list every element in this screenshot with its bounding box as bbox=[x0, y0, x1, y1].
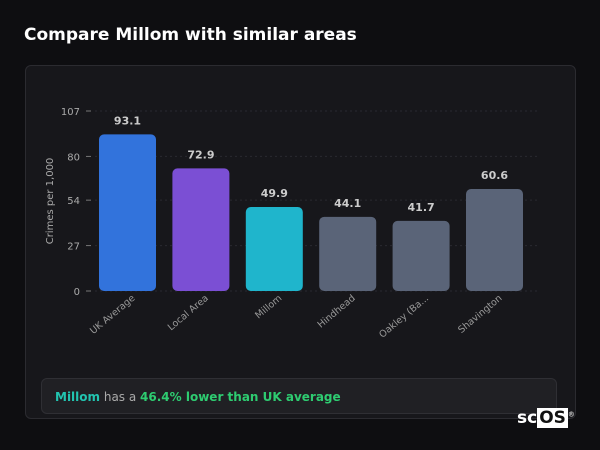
y-axis-label: Crimes per 1,000 bbox=[45, 158, 56, 245]
y-tick-label: 27 bbox=[67, 242, 80, 253]
bar-hindhead bbox=[319, 216, 377, 291]
summary-comparison: 46.4% lower than UK average bbox=[140, 390, 341, 404]
scos-logo: sc OS ® bbox=[517, 408, 575, 428]
summary-text: has a bbox=[100, 390, 141, 404]
data-label: 41.7 bbox=[408, 201, 435, 214]
page-title: Compare Millom with similar areas bbox=[24, 25, 357, 45]
comparison-summary: Millom has a 46.4% lower than UK average bbox=[41, 378, 557, 414]
bar-uk-average bbox=[99, 134, 156, 291]
data-label: 72.9 bbox=[187, 148, 214, 161]
data-label: 60.6 bbox=[481, 169, 508, 182]
x-tick-label: Millom bbox=[253, 293, 284, 321]
data-label: 93.1 bbox=[114, 114, 141, 127]
y-tick-label: 107 bbox=[61, 107, 80, 118]
y-tick-label: 0 bbox=[74, 287, 80, 298]
x-tick-label: UK Average bbox=[88, 293, 137, 337]
y-tick-label: 80 bbox=[67, 152, 80, 163]
bar-millom bbox=[245, 207, 303, 291]
data-label: 44.1 bbox=[334, 197, 361, 210]
y-tick-label: 54 bbox=[67, 196, 80, 207]
bar-local-area bbox=[172, 168, 230, 291]
summary-area: Millom bbox=[55, 390, 101, 404]
x-tick-label: Local Area bbox=[166, 293, 211, 333]
data-label: 49.9 bbox=[261, 187, 288, 200]
bar-oakley-ba- bbox=[392, 220, 450, 291]
x-tick-label: Oakley (Ba... bbox=[377, 293, 431, 341]
bar-shavington bbox=[466, 189, 523, 291]
x-tick-label: Shavington bbox=[456, 293, 504, 336]
x-tick-label: Hindhead bbox=[316, 293, 358, 331]
